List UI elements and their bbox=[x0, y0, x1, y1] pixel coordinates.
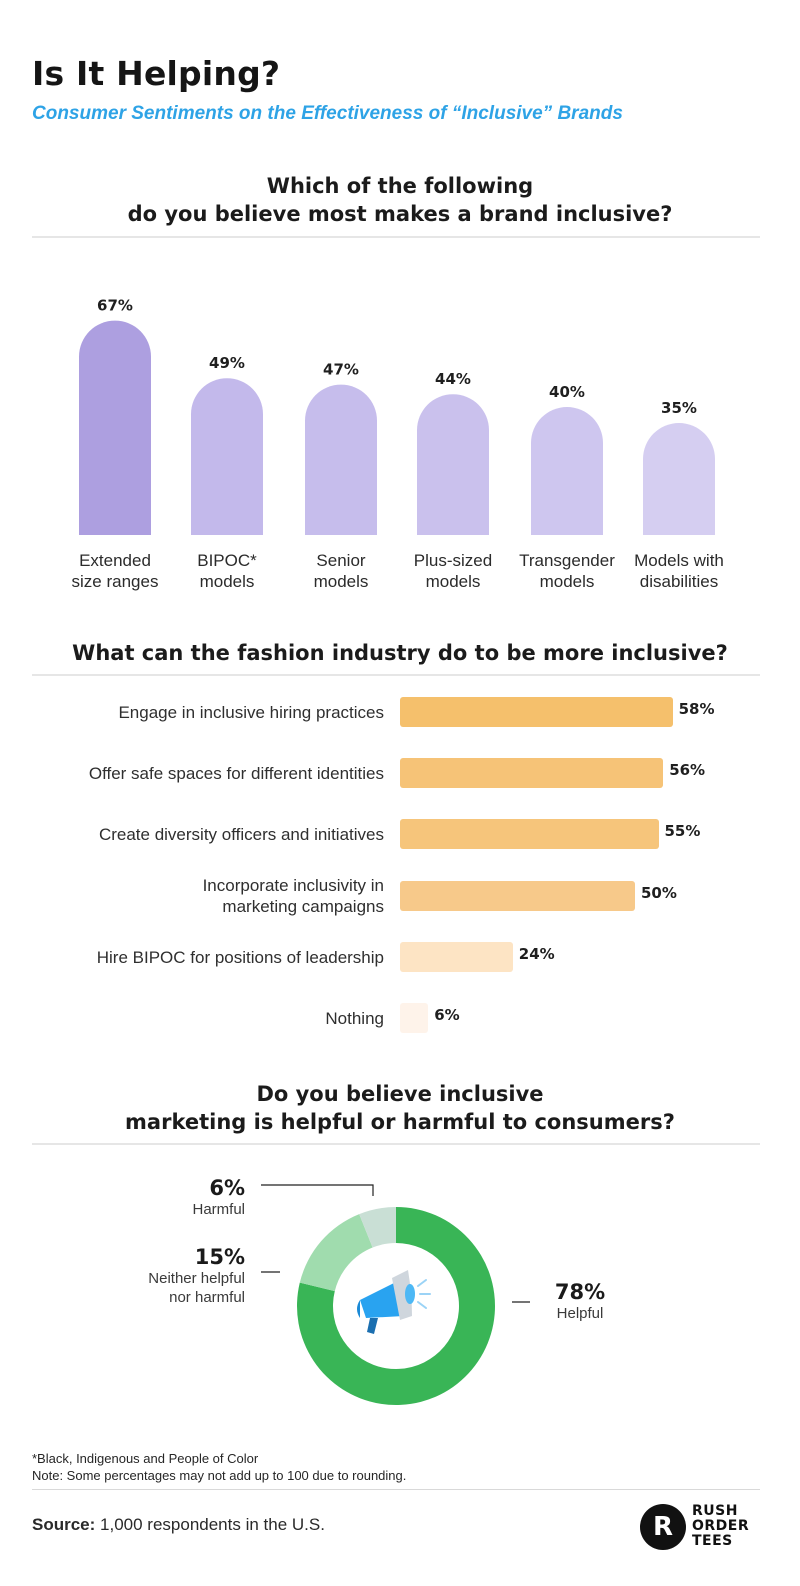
column-category-label: size ranges bbox=[72, 572, 159, 591]
row-category-label: Engage in inclusive hiring practices bbox=[118, 702, 384, 722]
source-text: 1,000 respondents in the U.S. bbox=[100, 1515, 325, 1534]
page-title: Is It Helping? bbox=[32, 54, 281, 93]
horizontal-bar bbox=[400, 881, 635, 911]
section-title-q3: Do you believe inclusive marketing is he… bbox=[125, 1082, 675, 1134]
column-category-label: BIPOC* bbox=[197, 551, 257, 570]
harmful-leader-line bbox=[261, 1184, 374, 1196]
page-subtitle: Consumer Sentiments on the Effectiveness… bbox=[32, 103, 623, 124]
column-value-label: 47% bbox=[323, 361, 359, 379]
logo-wordmark: RUSH ORDER TEES bbox=[692, 1503, 750, 1549]
row-category-label: Offer safe spaces for different identiti… bbox=[88, 763, 384, 783]
column-value-label: 67% bbox=[97, 297, 133, 315]
section-title-q2: What can the fashion industry do to be m… bbox=[72, 641, 728, 665]
column-bar bbox=[417, 394, 489, 535]
horizontal-bar-value-label: 56% bbox=[669, 761, 706, 779]
row-category-label: Incorporate inclusivity in marketing camp… bbox=[202, 876, 384, 916]
column-category-label: models bbox=[426, 572, 481, 591]
donut-slice-helpful bbox=[297, 1207, 495, 1405]
rush-order-tees-logo: R RUSH ORDER TEES bbox=[640, 1502, 770, 1552]
footnote-rounding: Note: Some percentages may not add up to… bbox=[32, 1468, 407, 1483]
horizontal-bar-value-label: 6% bbox=[434, 1006, 460, 1024]
column-bar bbox=[191, 378, 263, 535]
horizontal-bar bbox=[400, 758, 664, 788]
column-category-label: models bbox=[314, 572, 369, 591]
column-category-label: models bbox=[200, 572, 255, 591]
divider bbox=[32, 1143, 760, 1145]
row-category-label: Create diversity officers and initiative… bbox=[98, 824, 384, 844]
donut-slice-harmful bbox=[359, 1207, 396, 1248]
column-category-label: models bbox=[540, 572, 595, 591]
column-bar bbox=[79, 320, 151, 535]
horizontal-bar-value-label: 24% bbox=[518, 945, 555, 963]
column-category-label: Models with bbox=[634, 551, 724, 570]
divider bbox=[32, 1489, 760, 1490]
helpful-label: 78% Helpful bbox=[554, 1280, 606, 1322]
column-chart: 67% Extended size ranges 49% BIPOC* models 47%… bbox=[72, 297, 724, 591]
column-bar bbox=[531, 407, 603, 535]
column-category-label: disabilities bbox=[640, 572, 718, 591]
horizontal-bar-value-label: 55% bbox=[664, 822, 701, 840]
donut-slice-neither bbox=[299, 1214, 373, 1292]
horizontal-bar-value-label: 50% bbox=[641, 884, 677, 902]
source-line: Source: 1,000 respondents in the U.S. bbox=[32, 1515, 325, 1535]
neither-label: 15% Neither helpful nor harmful bbox=[148, 1245, 245, 1306]
column-value-label: 49% bbox=[209, 354, 245, 372]
section-title-q1: Which of the following do you believe mo… bbox=[127, 174, 673, 226]
source-label: Source: bbox=[32, 1515, 96, 1534]
divider bbox=[32, 236, 760, 238]
horizontal-bar bbox=[400, 819, 659, 849]
row-category-label: Nothing bbox=[325, 1008, 384, 1028]
column-category-label: Senior bbox=[316, 551, 365, 570]
horizontal-bar bbox=[400, 697, 673, 727]
megaphone-icon bbox=[357, 1270, 431, 1334]
divider bbox=[32, 674, 760, 676]
column-category-label: Extended bbox=[79, 551, 151, 570]
row-category-label: Hire BIPOC for positions of leadership bbox=[96, 947, 384, 967]
footnote-bipoc: *Black, Indigenous and People of Color bbox=[32, 1451, 259, 1466]
column-category-label: Plus-sized bbox=[414, 551, 492, 570]
column-bar bbox=[643, 423, 715, 535]
logo-mark: R bbox=[640, 1504, 686, 1550]
column-value-label: 44% bbox=[435, 370, 471, 388]
column-value-label: 40% bbox=[549, 383, 585, 401]
column-category-label: Transgender bbox=[519, 551, 615, 570]
column-bar bbox=[305, 384, 377, 535]
donut-chart bbox=[261, 1184, 530, 1405]
column-value-label: 35% bbox=[661, 399, 697, 417]
horizontal-bar bbox=[400, 1003, 429, 1033]
horizontal-bar-value-label: 58% bbox=[678, 700, 715, 718]
horizontal-bar bbox=[400, 942, 513, 972]
harmful-label: 6% Harmful bbox=[192, 1176, 245, 1218]
horizontal-bar-chart: Engage in inclusive hiring practices 58% O… bbox=[0, 680, 800, 1050]
